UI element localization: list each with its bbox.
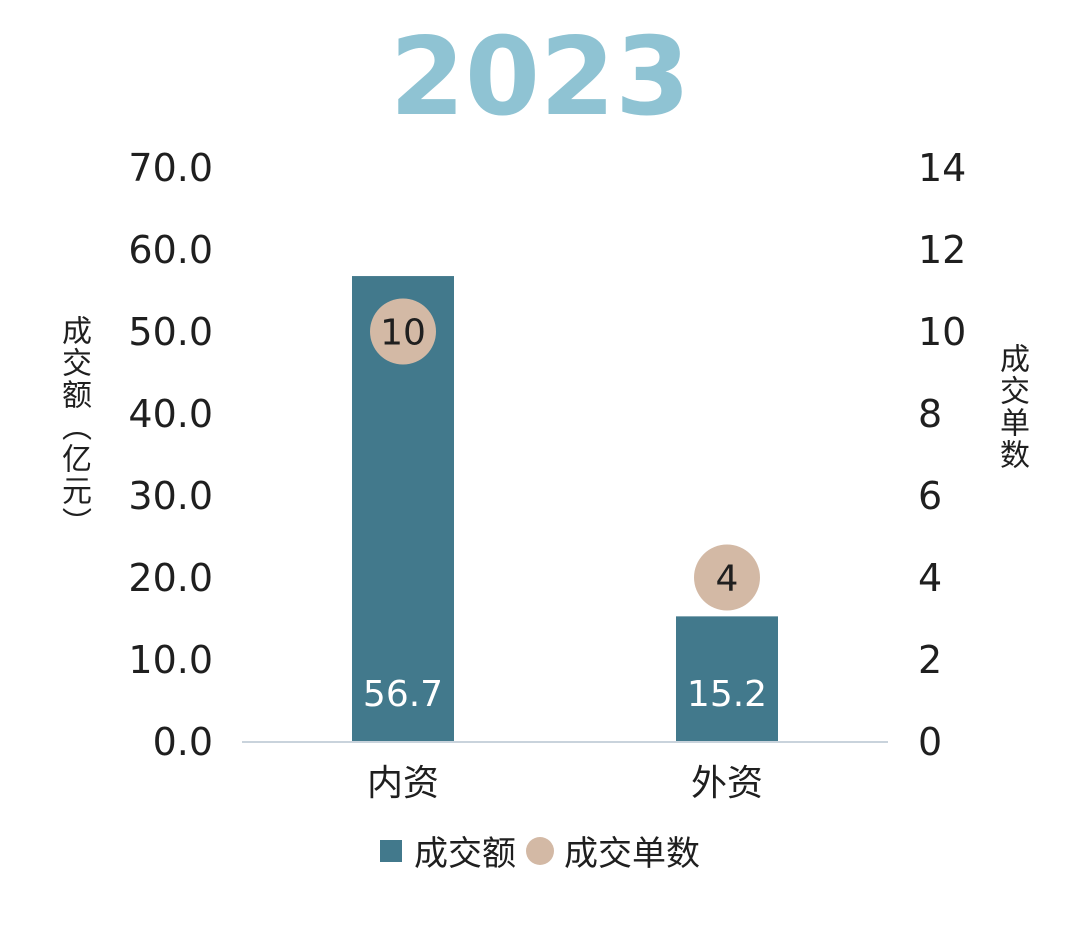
y-left-tick-label: 30.0: [128, 474, 213, 518]
count-value-label: 4: [716, 559, 739, 600]
chart-title: 2023: [389, 15, 691, 140]
x-category-label: 外资: [691, 763, 763, 804]
legend: 成交额 成交单数: [0, 826, 1080, 875]
y-right-tick-label: 8: [918, 392, 942, 436]
count-marker: [370, 298, 436, 365]
y-right-tick-label: 2: [918, 638, 942, 682]
count-marker: [694, 544, 760, 611]
x-category-label: 内资: [367, 763, 439, 804]
legend-item-circle: 成交单数: [516, 826, 700, 875]
y-left-tick-label: 50.0: [128, 310, 213, 354]
y-left-tick-label: 40.0: [128, 392, 213, 436]
y-right-tick-label: 14: [918, 146, 966, 190]
y-axis-right-label: 成交单数: [994, 343, 1029, 471]
y-left-tick-label: 60.0: [128, 228, 213, 272]
legend-swatch-square: [380, 839, 402, 862]
y-left-tick-label: 20.0: [128, 556, 213, 600]
bar-value-label: 15.2: [687, 674, 767, 715]
legend-item-bar: 成交额: [380, 826, 516, 875]
legend-swatch-circle: [526, 836, 554, 865]
y-right-tick-label: 6: [918, 474, 942, 518]
legend-label-circle: 成交单数: [564, 834, 700, 874]
y-left-tick-label: 10.0: [128, 638, 213, 682]
legend-label-bar: 成交额: [414, 834, 516, 874]
bar-value-label: 56.7: [363, 674, 443, 715]
y-right-tick-label: 4: [918, 556, 942, 600]
y-right-tick-label: 0: [918, 720, 942, 764]
y-left-tick-label: 0.0: [153, 720, 213, 764]
y-right-tick-label: 10: [918, 310, 966, 354]
bar: [676, 616, 778, 741]
y-right-tick-label: 12: [918, 228, 966, 272]
count-value-label: 10: [380, 313, 426, 354]
y-axis-left-label: 成交额（亿元）: [56, 315, 91, 539]
y-left-tick-label: 70.0: [128, 146, 213, 190]
